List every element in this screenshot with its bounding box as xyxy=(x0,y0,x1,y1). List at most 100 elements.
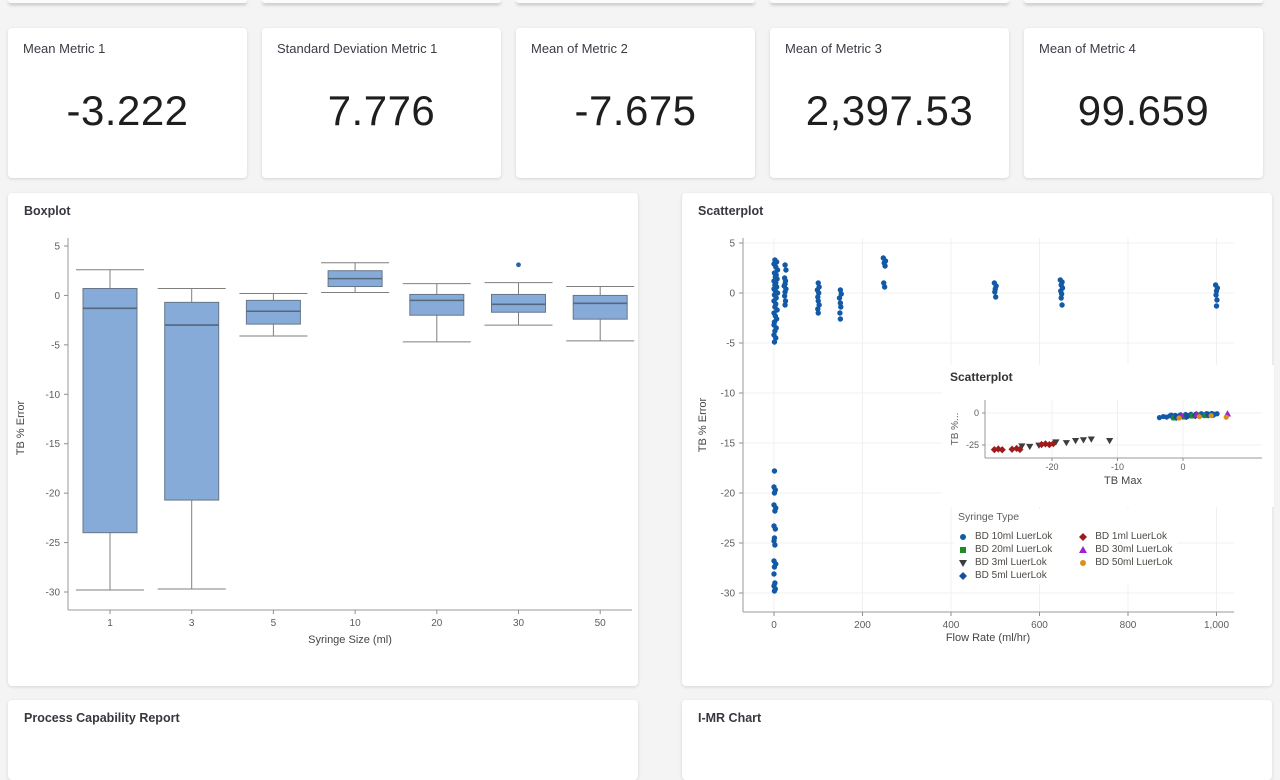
diamond-marker-icon xyxy=(1172,413,1181,421)
data-point xyxy=(881,284,888,290)
data-point xyxy=(783,267,789,273)
imr-chart-panel[interactable]: I-MR Chart xyxy=(682,700,1272,780)
scatter-inset-chart: Scatterplot 0 -25 -20 -10 0 TB %... TB Max xyxy=(942,365,1274,507)
y-tick-label: -30 xyxy=(721,589,736,600)
legend-item-label: BD 50ml LuerLok xyxy=(1095,557,1173,568)
legend-circle-icon xyxy=(1080,559,1087,566)
kpi-card-mean-metric-3[interactable]: Mean of Metric 3 2,397.53 xyxy=(770,28,1009,178)
legend-square-icon xyxy=(960,546,966,553)
x-tick-label: 20 xyxy=(431,618,443,629)
data-point xyxy=(772,542,778,548)
data-point xyxy=(782,262,788,268)
data-point xyxy=(1214,297,1220,303)
legend-item: BD 5ml LuerLok xyxy=(958,569,1052,582)
legend-item: BD 1ml LuerLok xyxy=(1078,530,1172,543)
y-tick-label: -15 xyxy=(721,439,736,450)
circle-marker-icon xyxy=(1196,414,1202,420)
y-tick-label: -5 xyxy=(51,340,60,351)
data-point xyxy=(771,571,777,577)
triangle-down-marker-icon xyxy=(959,559,967,567)
square-marker-icon xyxy=(1202,412,1208,419)
kpi-card-mean-metric-4[interactable]: Mean of Metric 4 99.659 xyxy=(1024,28,1263,178)
y-tick-label: 0 xyxy=(729,289,735,300)
syringe-type-legend: Syringe Type BD 10ml LuerLok BD 20ml Luer… xyxy=(954,509,1177,584)
y-tick-label: 0 xyxy=(54,291,60,302)
data-point xyxy=(1213,292,1219,298)
boxplot-panel[interactable]: Boxplot 5 0 -5 -10 -15 -20 -25 -30 1 3 5 10 20 30 50 TB… xyxy=(8,193,638,686)
scrolled-card-edge xyxy=(1024,0,1263,3)
legend-item: BD 10ml LuerLok xyxy=(958,530,1052,543)
x-tick-label: 3 xyxy=(189,618,195,629)
kpi-value: 99.659 xyxy=(1077,87,1210,134)
panel-title: Process Capability Report xyxy=(24,711,180,725)
data-point xyxy=(1059,302,1065,308)
kpi-card-mean-metric-1[interactable]: Mean Metric 1 -3.222 xyxy=(8,28,247,178)
y-tick-label: -25 xyxy=(721,539,736,550)
box xyxy=(572,294,628,320)
x-tick-label: 0 xyxy=(771,620,777,631)
diamond-marker-icon xyxy=(1182,412,1190,421)
kpi-label: Standard Deviation Metric 1 xyxy=(277,41,438,56)
legend-item-label: BD 10ml LuerLok xyxy=(975,531,1053,542)
x-tick-label: 0 xyxy=(1180,462,1185,472)
legend-diamond-icon xyxy=(959,571,967,580)
circle-marker-icon xyxy=(1214,411,1220,417)
data-point xyxy=(815,306,821,312)
triangle-down-marker-icon xyxy=(1087,436,1095,443)
y-tick-label: -20 xyxy=(721,489,736,500)
circle-marker-icon xyxy=(1080,559,1087,566)
legend-triangle-down-icon xyxy=(959,559,967,567)
diamond-marker-icon xyxy=(1204,411,1213,419)
data-point xyxy=(838,304,844,310)
legend-column: BD 10ml LuerLok BD 20ml LuerLok BD 3ml Lue… xyxy=(958,530,1052,582)
triangle-down-marker-icon xyxy=(1079,437,1088,444)
data-point xyxy=(837,316,844,322)
data-point xyxy=(815,294,821,300)
x-tick-label: 10 xyxy=(350,618,362,629)
y-axis-label: TB %... xyxy=(950,413,961,446)
triangle-down-marker-icon xyxy=(1018,443,1026,450)
y-tick-label: -15 xyxy=(46,439,61,450)
box xyxy=(491,293,546,313)
scatterplot-panel[interactable]: Scatterplot 5 0 -5 -10 -15 -20 -25 -30 0 200 400 60… xyxy=(682,193,1274,686)
diamond-marker-icon xyxy=(1041,440,1050,448)
y-tick-label: 5 xyxy=(729,239,735,250)
diamond-marker-icon xyxy=(1008,445,1016,453)
triangle-up-marker-icon xyxy=(1079,545,1088,553)
data-point xyxy=(782,298,789,304)
kpi-label: Mean of Metric 2 xyxy=(531,41,628,56)
data-point xyxy=(781,293,788,299)
diamond-marker-icon xyxy=(1049,439,1057,448)
diamond-marker-icon xyxy=(1079,532,1088,541)
y-tick-label: 5 xyxy=(54,242,60,253)
legend-item: BD 50ml LuerLok xyxy=(1078,556,1173,569)
scrolled-card-edge xyxy=(262,0,501,3)
process-capability-panel[interactable]: Process Capability Report xyxy=(8,700,638,780)
scrolled-card-edge xyxy=(770,0,1009,3)
legend-circle-icon xyxy=(960,533,966,540)
data-point xyxy=(1058,295,1064,301)
box xyxy=(245,299,301,325)
data-point xyxy=(771,468,778,474)
kpi-value: -7.675 xyxy=(574,87,697,134)
data-point xyxy=(836,295,843,301)
outlier-point xyxy=(516,262,521,268)
y-tick-label: -30 xyxy=(46,588,61,599)
data-point xyxy=(771,339,778,345)
legend-item-label: BD 1ml LuerLok xyxy=(1095,531,1167,542)
legend-item: BD 20ml LuerLok xyxy=(958,543,1052,556)
circle-marker-icon xyxy=(1176,415,1182,421)
triangle-down-marker-icon xyxy=(1071,438,1080,445)
panel-title: Boxplot xyxy=(24,204,71,218)
kpi-card-stdev-metric-1[interactable]: Standard Deviation Metric 1 7.776 xyxy=(262,28,501,178)
y-axis-label: TB % Error xyxy=(697,397,709,452)
data-point xyxy=(1213,288,1220,294)
x-tick-label: 30 xyxy=(513,618,525,629)
kpi-card-mean-metric-2[interactable]: Mean of Metric 2 -7.675 xyxy=(516,28,755,178)
data-point xyxy=(772,526,779,532)
y-tick-label: -5 xyxy=(726,339,735,350)
scrolled-card-edge xyxy=(516,0,755,3)
circle-marker-icon xyxy=(1156,415,1163,421)
data-point xyxy=(837,300,844,306)
